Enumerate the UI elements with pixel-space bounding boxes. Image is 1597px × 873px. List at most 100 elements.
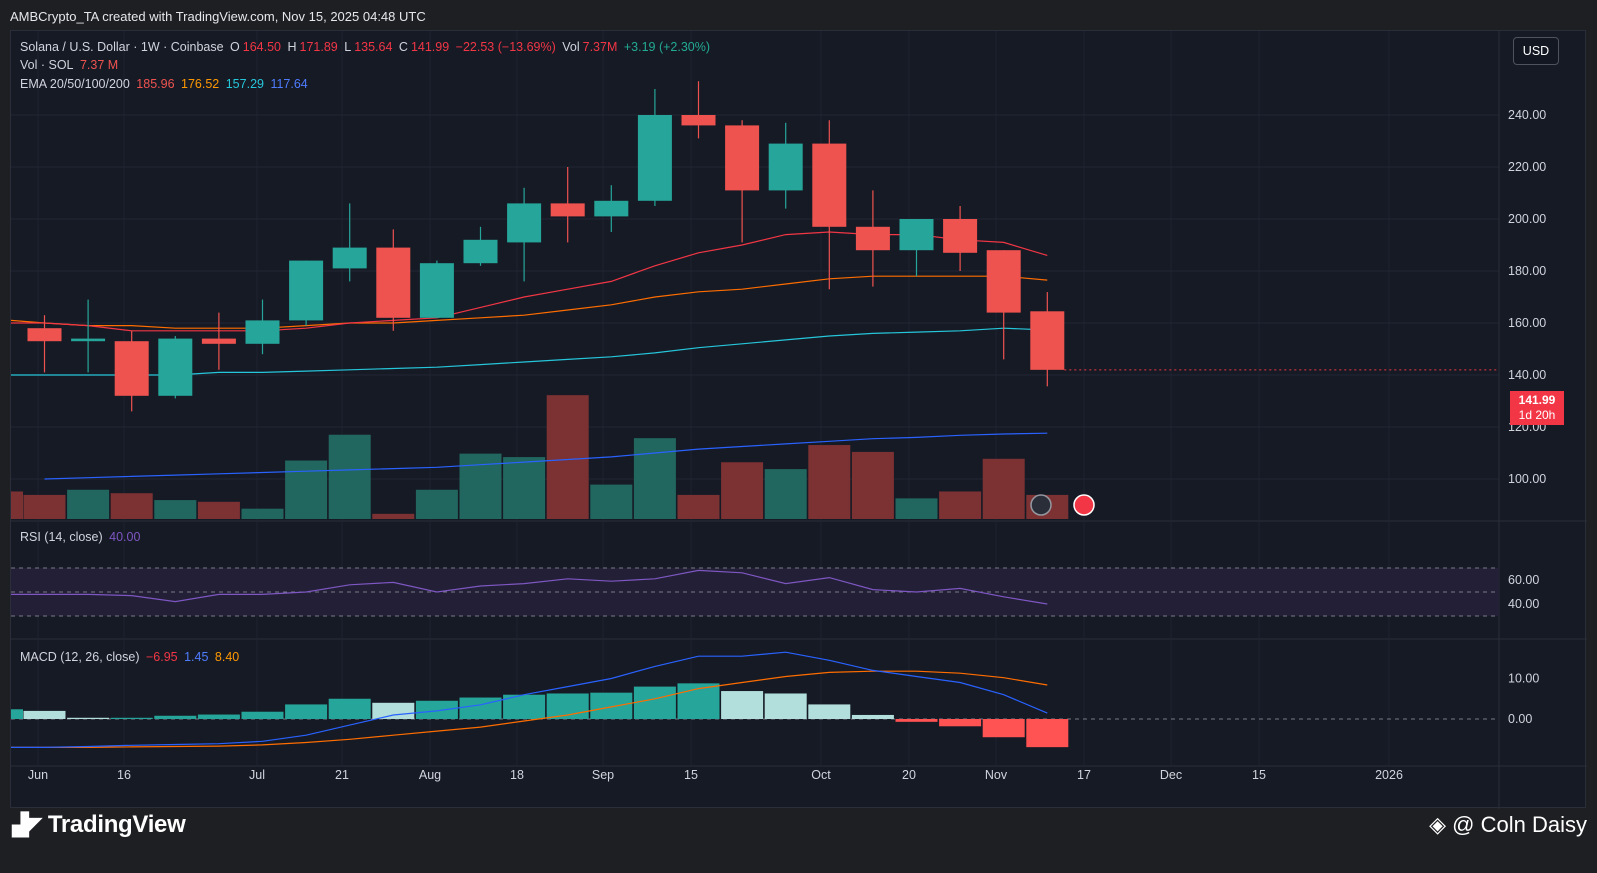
- rsi-value: 40.00: [109, 530, 141, 544]
- macd-histogram-bar: [459, 697, 502, 719]
- volume-bar: [939, 491, 982, 519]
- candle-body: [245, 320, 280, 344]
- candle-body: [1030, 311, 1065, 370]
- macd-histogram-bar: [590, 692, 633, 719]
- volume-series-label: Vol · SOL: [20, 58, 74, 72]
- time-tick-label: 15: [1252, 768, 1266, 782]
- volume-bar: [633, 438, 676, 519]
- macd-histogram-bar: [11, 709, 23, 719]
- macd-histogram-bar: [372, 702, 415, 719]
- time-tick-label: Jul: [249, 768, 265, 782]
- volume-change: +3.19 (+2.30%): [623, 40, 711, 54]
- candle-body: [768, 143, 803, 191]
- volume-bar: [154, 500, 197, 519]
- macd-histogram-bar: [721, 691, 764, 719]
- candle-body: [158, 338, 193, 396]
- candle-body: [114, 341, 149, 396]
- candle-body: [943, 219, 978, 253]
- author-credit: ◈ @ Coln Daisy: [1429, 808, 1587, 842]
- attribution-text: AMBCrypto_TA created with TradingView.co…: [10, 9, 426, 24]
- symbol-name: Solana / U.S. Dollar · 1W · Coinbase: [20, 40, 224, 54]
- macd-histogram-bar: [503, 694, 546, 719]
- low-label: L: [344, 40, 352, 54]
- volume-bar: [110, 493, 153, 519]
- chart-canvas[interactable]: 240.00220.00200.00180.00160.00140.00120.…: [11, 31, 1587, 809]
- rsi-tick-label: 60.00: [1508, 573, 1539, 587]
- macd-histogram-bar: [633, 686, 676, 719]
- ema-label: EMA 20/50/100/200: [20, 77, 130, 91]
- time-tick-label: 18: [510, 768, 524, 782]
- economic-event-icon: [1073, 494, 1095, 516]
- volume-bar: [503, 457, 546, 519]
- macd-histogram-bar: [939, 719, 982, 727]
- macd-histogram-bar: [895, 719, 938, 722]
- macd-tick-label: 10.00: [1508, 672, 1539, 686]
- macd-signal-line: [11, 670, 1048, 748]
- volume-bar: [67, 489, 110, 519]
- chart-frame[interactable]: 240.00 220.00 200.00 180.00 160.00 140.00 120.…: [10, 30, 1587, 809]
- macd-signal-value: 8.40: [214, 650, 240, 664]
- macd-histogram-bar: [241, 711, 284, 719]
- price-tick-label: 240.00: [1508, 108, 1546, 122]
- volume-bar: [590, 484, 633, 519]
- macd-hist-value: −6.95: [145, 650, 178, 664]
- candle-body: [986, 250, 1021, 313]
- macd-histogram-bar: [197, 714, 240, 719]
- candle-body: [463, 239, 498, 264]
- volume-bar: [285, 460, 328, 519]
- open-value: 164.50: [242, 40, 282, 54]
- candle-body: [812, 143, 847, 227]
- time-tick-label: 16: [117, 768, 131, 782]
- macd-line-value: 1.45: [184, 650, 209, 664]
- volume-bar: [851, 451, 894, 519]
- bar-countdown: 1d 20h: [1518, 408, 1556, 422]
- volume-bar: [372, 513, 415, 519]
- candle-body: [289, 260, 324, 321]
- volume-bar: [764, 469, 807, 519]
- candle-body: [855, 226, 890, 251]
- candle-body: [681, 115, 716, 126]
- macd-histogram-bar: [1026, 719, 1069, 748]
- time-tick-label: Oct: [811, 768, 831, 782]
- candle-body: [550, 203, 585, 217]
- macd-tick-label: 0.00: [1508, 712, 1532, 726]
- macd-histogram-bar: [808, 704, 851, 719]
- event-icon: [1030, 494, 1052, 516]
- time-tick-label: 17: [1077, 768, 1091, 782]
- close-label: C: [398, 40, 408, 54]
- time-tick-label: 20: [902, 768, 916, 782]
- ema200-line: [44, 432, 1048, 480]
- candle-body: [507, 203, 542, 243]
- low-value: 135.64: [354, 40, 393, 54]
- candle-body: [201, 338, 236, 344]
- last-price-tag: 141.99 1d 20h: [1510, 391, 1564, 425]
- tradingview-logo[interactable]: ▟◤ TradingView: [12, 808, 186, 842]
- macd-histogram-bar: [982, 719, 1025, 738]
- bottom-strip: [0, 843, 1597, 873]
- candle-body: [71, 338, 106, 342]
- volume-bar: [197, 501, 240, 519]
- rsi-legend: RSI (14, close) 40.00: [20, 528, 143, 546]
- volume-bar: [546, 395, 589, 519]
- ema-legend: EMA 20/50/100/200 185.96 176.52 157.29 1…: [20, 75, 311, 93]
- ema50-value: 176.52: [181, 77, 220, 91]
- macd-legend: MACD (12, 26, close) −6.95 1.45 8.40: [20, 648, 242, 666]
- rsi-tick-label: 40.00: [1508, 597, 1539, 611]
- last-price: 141.99: [1518, 393, 1556, 407]
- macd-histogram-bar: [764, 693, 807, 719]
- volume-legend: Vol · SOL 7.37 M: [20, 56, 121, 74]
- candle-body: [332, 247, 367, 269]
- time-tick-label: 21: [335, 768, 349, 782]
- ema50-line: [11, 275, 1048, 329]
- volume-bar: [677, 494, 720, 519]
- time-tick-label: Nov: [985, 768, 1008, 782]
- open-label: O: [230, 40, 240, 54]
- candle-body: [899, 219, 934, 251]
- attribution-header: AMBCrypto_TA created with TradingView.co…: [10, 0, 426, 32]
- volume-bar: [11, 491, 23, 519]
- candle-body: [725, 125, 760, 191]
- ema100-value: 157.29: [225, 77, 264, 91]
- ema200-value: 117.64: [270, 77, 308, 91]
- currency-button[interactable]: USD: [1513, 37, 1559, 65]
- price-tick-label: 140.00: [1508, 368, 1546, 382]
